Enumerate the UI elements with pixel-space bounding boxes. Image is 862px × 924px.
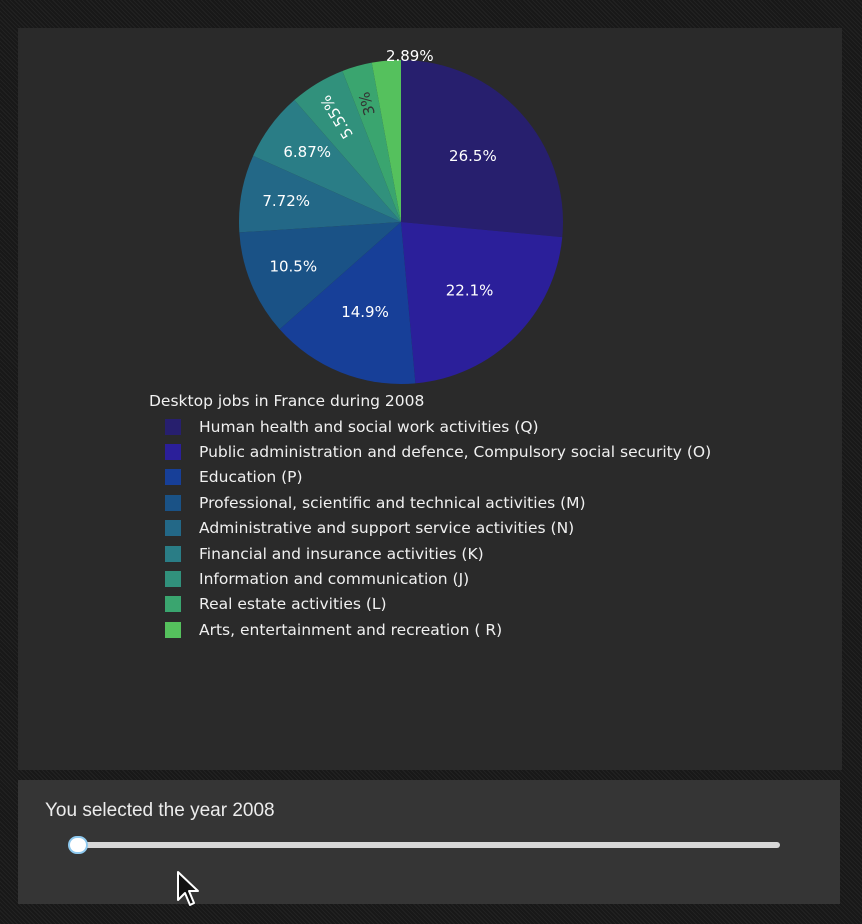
slice-label: 14.9%: [341, 303, 389, 321]
legend-label: Professional, scientific and technical a…: [199, 493, 586, 512]
legend-label: Financial and insurance activities (K): [199, 544, 484, 563]
legend-label: Education (P): [199, 468, 303, 487]
legend-label: Human health and social work activities …: [199, 417, 539, 436]
pie-slice[interactable]: [253, 100, 401, 222]
slider-rail[interactable]: [76, 842, 780, 848]
pie-slice[interactable]: [401, 60, 563, 238]
legend-label: Arts, entertainment and recreation ( R): [199, 620, 503, 639]
legend-item[interactable]: Public administration and defence, Compu…: [165, 439, 711, 464]
slice-label: 3%: [355, 90, 379, 118]
slice-label: 10.5%: [269, 257, 317, 275]
legend-swatch: [165, 571, 181, 588]
legend-swatch: [165, 418, 181, 435]
legend-swatch: [165, 494, 181, 511]
legend-item[interactable]: Real estate activities (L): [165, 592, 711, 617]
pie-chart: 26.5%22.1%14.9%10.5%7.72%6.87%5.55%3%2.8…: [239, 47, 563, 384]
slice-label: 22.1%: [446, 281, 494, 299]
legend-swatch: [165, 469, 181, 486]
pie-slice[interactable]: [239, 155, 401, 233]
slice-label: 6.87%: [283, 143, 331, 161]
slice-label: 26.5%: [449, 147, 497, 165]
pie-slice[interactable]: [371, 60, 401, 222]
pie-slice[interactable]: [239, 222, 401, 330]
pie-slice[interactable]: [279, 222, 416, 384]
legend-item[interactable]: Administrative and support service activ…: [165, 516, 711, 541]
pie-slice[interactable]: [401, 222, 563, 384]
legend-label: Real estate activities (L): [199, 595, 387, 614]
pie-slice[interactable]: [294, 70, 401, 222]
legend-swatch: [165, 444, 181, 461]
legend-item[interactable]: Arts, entertainment and recreation ( R): [165, 617, 711, 642]
pie-slice[interactable]: [342, 62, 401, 223]
slider-panel: You selected the year 2008: [18, 780, 840, 904]
slice-label: 7.72%: [262, 192, 310, 210]
legend-swatch: [165, 520, 181, 537]
legend-swatch: [165, 545, 181, 562]
arrow-cursor-icon: [177, 871, 199, 906]
legend-item[interactable]: Professional, scientific and technical a…: [165, 490, 711, 515]
legend-title: Desktop jobs in France during 2008: [149, 392, 425, 410]
legend-swatch: [165, 621, 181, 638]
legend-label: Public administration and defence, Compu…: [199, 443, 712, 462]
legend-item[interactable]: Information and communication (J): [165, 566, 711, 591]
legend-swatch: [165, 596, 181, 613]
legend-item[interactable]: Human health and social work activities …: [165, 414, 711, 439]
legend-label: Information and communication (J): [199, 570, 470, 589]
chart-panel: 26.5% 22.1% 14.9% 10.5% 7.72% 6.87% 5.55% 3% 2.8…: [18, 28, 842, 770]
slider-handle[interactable]: [68, 836, 88, 854]
slice-label: 2.89%: [386, 47, 434, 65]
legend: Human health and social work activities …: [165, 414, 711, 643]
legend-label: Administrative and support service activ…: [199, 519, 575, 538]
slider-caption: You selected the year 2008: [45, 800, 275, 821]
legend-item[interactable]: Education (P): [165, 465, 711, 490]
legend-item[interactable]: Financial and insurance activities (K): [165, 541, 711, 566]
